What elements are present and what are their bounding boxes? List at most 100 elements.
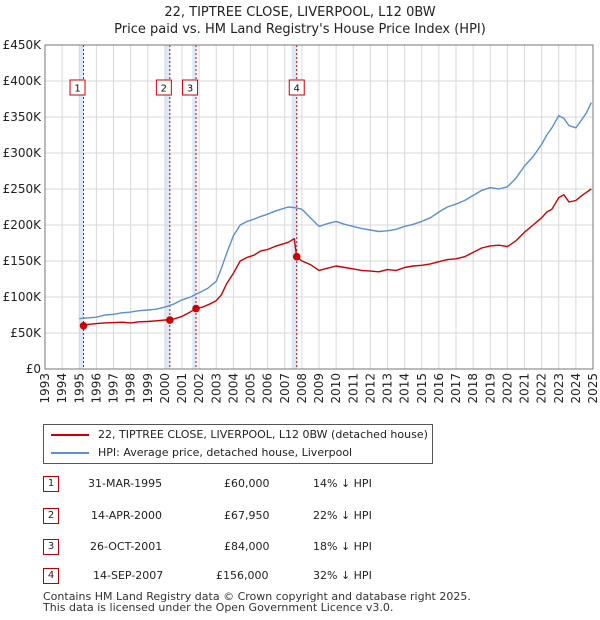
x-tick-label: 2007: [278, 373, 292, 404]
y-tick-label: £450K: [3, 38, 43, 52]
legend-label-hpi: HPI: Average price, detached house, Live…: [98, 446, 353, 459]
legend-swatch-property: [51, 434, 89, 436]
y-tick-label: £400K: [3, 74, 43, 88]
sale-date: 14-SEP-2007: [93, 569, 164, 582]
y-tick-label: £250K: [3, 182, 43, 196]
x-tick-label: 1998: [124, 373, 138, 404]
x-tick-label: 2006: [261, 373, 275, 404]
x-tick-label: 2010: [329, 373, 343, 404]
x-tick-label: 1999: [141, 373, 155, 404]
x-tick-label: 2019: [483, 373, 497, 404]
sale-box-frame: [155, 79, 172, 96]
sale-number-box: 1: [69, 79, 86, 96]
sale-box-frame: [182, 79, 199, 96]
x-tick-label: 2024: [569, 373, 583, 404]
x-tick-label: 2023: [552, 373, 566, 404]
x-tick-label: 2013: [381, 373, 395, 404]
sale-hpi-diff: 18% ↓ HPI: [313, 540, 372, 553]
series: [79, 102, 592, 327]
footer-licence: This data is licensed under the Open Gov…: [43, 601, 394, 614]
x-tick-label: 1997: [107, 373, 121, 404]
sale-hpi-diff: 14% ↓ HPI: [313, 477, 372, 490]
chart-title: 22, TIPTREE CLOSE, LIVERPOOL, L12 0BW: [164, 5, 436, 20]
legend-label-property: 22, TIPTREE CLOSE, LIVERPOOL, L12 0BW (d…: [98, 428, 428, 441]
x-tick-label: 2020: [500, 373, 514, 404]
sale-number-badge: 3: [43, 539, 59, 555]
sale-number-box: 2: [155, 79, 172, 96]
sale-box-label: 2: [161, 84, 167, 95]
sale-markers: 1 2 3 4: [69, 79, 305, 330]
sale-date: 31-MAR-1995: [88, 477, 163, 490]
sale-number-box: 3: [182, 79, 199, 96]
x-tick-label: 2012: [363, 373, 377, 404]
sale-hpi-diff: 22% ↓ HPI: [313, 509, 372, 522]
x-tick-label: 2018: [466, 373, 480, 404]
x-tick-label: 2021: [518, 373, 532, 404]
sale-point: [192, 304, 200, 313]
sale-number-badge: 2: [43, 508, 59, 524]
legend-swatch-hpi: [51, 452, 89, 454]
sale-price: £156,000: [216, 569, 269, 582]
table-row: 3 26-OCT-2001 £84,000 18% ↓ HPI: [0, 537, 600, 557]
x-tick-label: 1995: [72, 373, 86, 404]
y-tick-label: £350K: [3, 110, 43, 124]
x-tick-label: 2005: [244, 373, 258, 404]
x-tick-label: 2022: [535, 373, 549, 404]
x-tick-label: 2016: [432, 373, 446, 404]
y-tick-label: £200K: [3, 218, 43, 232]
sale-shade-band: [164, 45, 170, 369]
x-tick-label: 2000: [158, 373, 172, 404]
x-tick-label: 2002: [192, 373, 206, 404]
plot-frame: [44, 44, 594, 370]
x-tick-label: 2001: [175, 373, 189, 404]
table-row: 2 14-APR-2000 £67,950 22% ↓ HPI: [0, 506, 600, 526]
x-tick-label: 2014: [398, 373, 412, 404]
sale-number-badge: 1: [43, 476, 59, 492]
y-tick-label: £100K: [3, 290, 43, 304]
sale-point: [166, 316, 174, 324]
x-tick-label: 1993: [38, 373, 52, 404]
x-tick-label: 2009: [312, 373, 326, 404]
y-tick-label: £0: [26, 362, 41, 376]
sale-price: £84,000: [224, 540, 270, 553]
sale-price: £60,000: [224, 477, 270, 490]
sale-shade-band: [192, 45, 197, 369]
x-tick-label: 2017: [449, 373, 463, 404]
sale-date-lines: [83, 45, 298, 369]
sale-hpi-diff: 32% ↓ HPI: [313, 569, 372, 582]
x-tick-label: 2003: [209, 373, 223, 404]
axes: £0 £50K £100K £150K £200K £250K £300K £350K £400…: [3, 38, 600, 404]
table-row: 4 14-SEP-2007 £156,000 32% ↓ HPI: [0, 566, 600, 586]
sale-point: [79, 322, 88, 330]
x-tick-label: 2015: [415, 373, 429, 404]
sale-date: 26-OCT-2001: [90, 540, 163, 553]
sale-date: 14-APR-2000: [91, 509, 163, 522]
x-tick-label: 2004: [226, 373, 240, 404]
sale-box-label: 3: [187, 84, 193, 95]
y-tick-label: £150K: [3, 254, 43, 268]
x-tick-label: 1996: [89, 373, 103, 404]
x-tick-label: 2025: [586, 373, 600, 404]
x-tick-label: 2008: [295, 373, 309, 404]
table-row: 1 31-MAR-1995 £60,000 14% ↓ HPI: [0, 474, 600, 494]
chart-subtitle: Price paid vs. HM Land Registry's House …: [114, 22, 486, 37]
legend: 22, TIPTREE CLOSE, LIVERPOOL, L12 0BW (d…: [43, 424, 433, 464]
sale-shade-band: [79, 45, 84, 369]
grid: [44, 44, 594, 370]
sale-box-frame: [288, 79, 305, 96]
price-chart: 1 2 3 4 £0 £50K £100K £150K £200K £250K £300K £350…: [3, 38, 600, 404]
x-tick-label: 2011: [346, 373, 360, 404]
sale-box-frame: [69, 79, 86, 96]
y-tick-label: £300K: [3, 146, 43, 160]
property-price-line: [83, 188, 592, 327]
sale-box-label: 4: [294, 84, 300, 95]
sale-price: £67,950: [224, 509, 270, 522]
y-tick-label: £50K: [10, 326, 42, 340]
hpi-line: [79, 102, 592, 320]
x-tick-label: 1994: [55, 373, 69, 404]
sale-number-box: 4: [288, 79, 305, 96]
sale-number-badge: 4: [43, 568, 59, 584]
sale-box-label: 1: [74, 84, 80, 95]
sale-point: [292, 252, 301, 261]
footer-copyright: Contains HM Land Registry data © Crown c…: [43, 590, 471, 603]
